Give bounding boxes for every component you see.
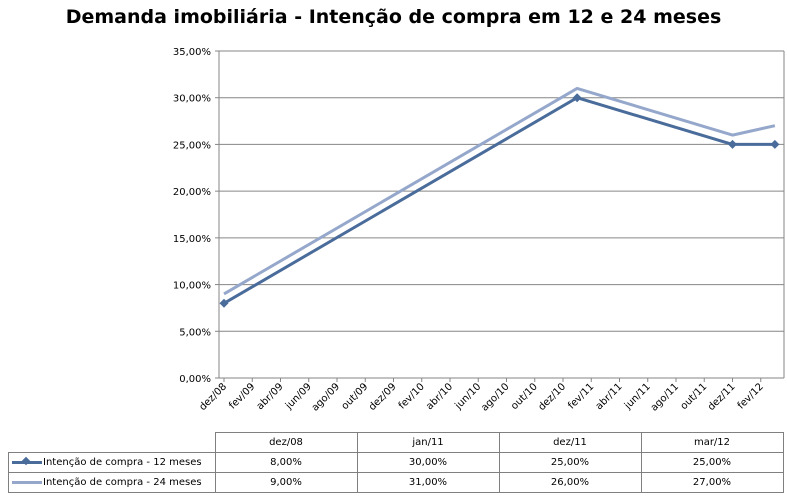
series-label-12m: Intenção de compra - 12 meses (8, 452, 216, 473)
x-tick-label: dez/08 (197, 381, 229, 413)
x-axis-ticks: dez/08fev/09abr/09jun/09ago/09out/09dez/… (197, 378, 766, 414)
table-header: mar/12 (640, 432, 784, 453)
y-tick-label: 10,00% (173, 281, 211, 292)
table-cell: 25,00% (640, 452, 784, 473)
series-name: Intenção de compra - 24 meses (43, 477, 202, 488)
axes (218, 51, 785, 379)
data-point (572, 93, 582, 103)
y-tick-label: 20,00% (173, 187, 211, 198)
table-header: jan/11 (356, 432, 500, 453)
x-tick-label: ago/10 (479, 381, 511, 413)
chart-title: Demanda imobiliária - Intenção de compra… (65, 6, 722, 28)
legend-key-24m (12, 477, 42, 487)
series-name: Intenção de compra - 12 meses (43, 457, 202, 468)
table-row: Intenção de compra - 12 meses 8,00% 30,0… (8, 452, 784, 473)
y-axis-ticks: 0,00% 5,00% 10,00% 15,00% 20,00% 25,00% 30,00%… (173, 47, 219, 385)
x-tick-label: out/10 (509, 381, 540, 412)
data-point (770, 139, 780, 149)
table-corner (8, 432, 216, 453)
table-cell: 26,00% (498, 472, 642, 493)
x-tick-label: out/11 (679, 381, 710, 412)
gridlines (219, 50, 784, 332)
legend-key-12m (12, 456, 42, 467)
y-tick-label: 0,00% (179, 374, 211, 385)
x-tick-label: dez/11 (706, 381, 738, 413)
x-tick-label: abr/10 (424, 381, 455, 412)
table-cell: 8,00% (214, 452, 358, 473)
x-tick-label: jun/09 (283, 381, 314, 412)
y-tick-label: 30,00% (173, 94, 211, 105)
y-tick-label: 25,00% (173, 140, 211, 151)
x-tick-label: ago/11 (649, 381, 681, 413)
y-tick-label: 5,00% (179, 327, 211, 338)
x-tick-label: abr/09 (255, 381, 286, 412)
x-tick-label: dez/10 (536, 381, 568, 413)
data-table: dez/08 jan/11 dez/11 mar/12 Intenção de … (8, 432, 784, 493)
series-lines (219, 86, 780, 308)
table-header: dez/11 (498, 432, 642, 453)
series-line (223, 96, 775, 305)
x-tick-label: fev/10 (397, 381, 427, 411)
table-header-row: dez/08 jan/11 dez/11 mar/12 (8, 432, 784, 453)
x-tick-label: abr/11 (594, 381, 625, 412)
table-cell: 25,00% (498, 452, 642, 473)
x-tick-label: fev/12 (736, 381, 766, 411)
series-line (223, 86, 776, 296)
table-cell: 9,00% (214, 472, 358, 493)
table-cell: 27,00% (640, 472, 784, 493)
table-cell: 30,00% (356, 452, 500, 473)
y-tick-label: 15,00% (173, 234, 211, 245)
x-tick-label: jun/10 (453, 381, 484, 412)
x-tick-label: out/09 (340, 381, 371, 412)
x-tick-label: fev/11 (566, 381, 596, 411)
x-tick-label: jun/11 (622, 381, 653, 412)
table-cell: 31,00% (356, 472, 500, 493)
series-label-24m: Intenção de compra - 24 meses (8, 472, 216, 493)
table-row: Intenção de compra - 24 meses 9,00% 31,0… (8, 472, 784, 493)
y-tick-label: 35,00% (173, 47, 211, 58)
table-header: dez/08 (214, 432, 358, 453)
data-point (728, 139, 737, 149)
data-point (219, 298, 229, 308)
x-tick-label: dez/09 (367, 381, 399, 413)
x-tick-label: ago/09 (310, 381, 342, 413)
line-chart: 0,00% 5,00% 10,00% 15,00% 20,00% 25,00% 30,00%… (173, 47, 785, 414)
x-tick-label: fev/09 (227, 381, 257, 411)
